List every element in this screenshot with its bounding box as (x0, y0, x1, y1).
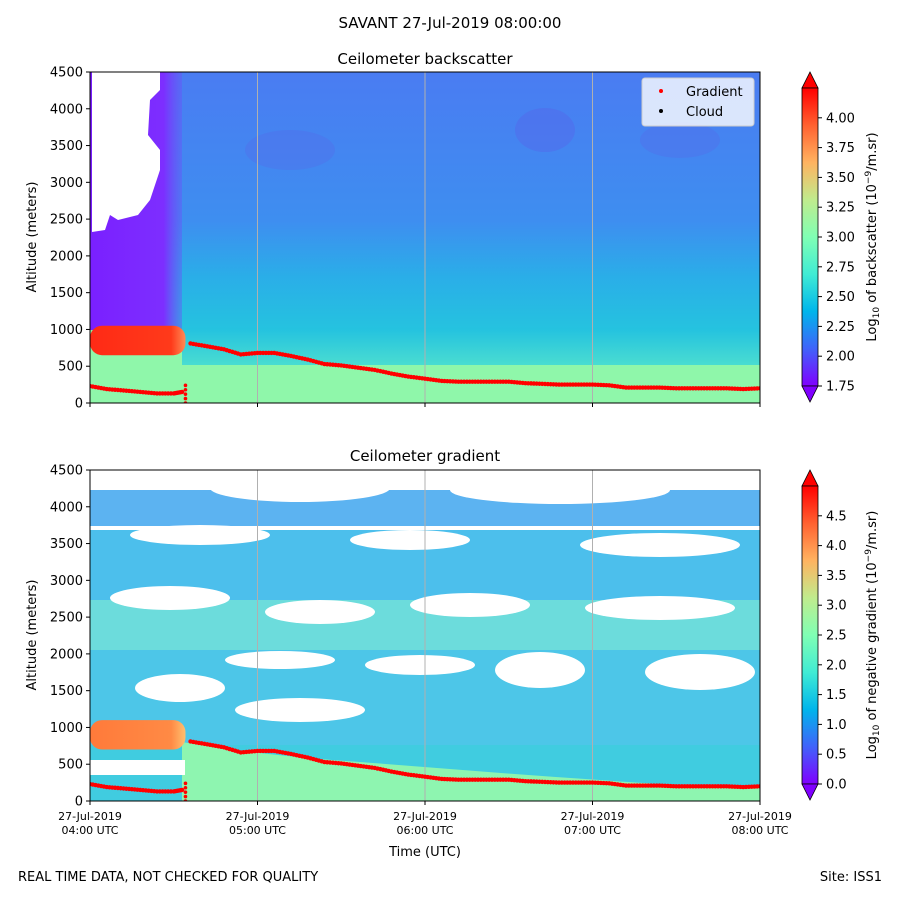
gradient-point (183, 396, 188, 401)
colorbar-tick-label: 2.50 (826, 290, 855, 305)
y-tick-label: 1000 (50, 323, 83, 338)
colorbar-tick-label: 2.5 (826, 629, 847, 644)
x-tick-label: 27-Jul-2019 (393, 810, 457, 823)
legend-gradient-marker (659, 89, 663, 93)
gradient-point (757, 386, 760, 391)
gradient-point (183, 781, 188, 786)
colorbar-tick-label: 3.0 (826, 599, 847, 614)
colorbar-tick-label: 1.75 (826, 380, 855, 395)
y-tick-label: 2000 (50, 249, 83, 264)
y-tick-label: 4500 (50, 66, 83, 81)
aerosol-layer-blob (90, 720, 186, 750)
backscatter-panel: Ceilometer backscatter 0 500 1000 1500 2000 2… (25, 50, 882, 412)
backscatter-colorbar-ticks: 1.75 2.00 2.25 2.50 2.75 3.00 3.25 3.50 3.75 4.00 (818, 111, 855, 395)
y-tick-label: 3500 (50, 537, 83, 552)
colorbar-tick-label: 2.0 (826, 658, 847, 673)
y-tick-label: 500 (58, 758, 83, 773)
y-tick-label: 500 (58, 360, 83, 375)
x-tick-label: 08:00 UTC (731, 824, 788, 837)
gradient-point (183, 794, 188, 799)
backscatter-legend: Gradient Cloud (641, 77, 755, 127)
site-label: Site: ISS1 (819, 870, 882, 885)
gradient-panel: Ceilometer gradient 0 500 1000 1500 2000 2500… (25, 447, 882, 860)
colorbar-tick-label: 2.75 (826, 260, 855, 275)
y-tick-label: 2500 (50, 611, 83, 626)
backscatter-ylabel: Altitude (meters) (25, 182, 40, 293)
colorbar-tick-label: 3.00 (826, 231, 855, 246)
colorbar-tick-label: 4.0 (826, 539, 847, 554)
y-tick-label: 4000 (50, 102, 83, 117)
y-tick-label: 1000 (50, 721, 83, 736)
backscatter-gradient-points (90, 341, 760, 403)
gradient-point (183, 392, 188, 396)
colorbar-tick-label: 4.00 (826, 111, 855, 126)
y-tick-label: 4500 (50, 464, 83, 479)
gradient-title: Ceilometer gradient (350, 447, 500, 465)
quality-disclaimer: REAL TIME DATA, NOT CHECKED FOR QUALITY (18, 870, 319, 885)
gradient-colorbar: 0.0 0.5 1.0 1.5 2.0 2.5 3.0 3.5 4.0 4.5 Log10 of … (801, 469, 882, 801)
colorbar-extend-min (801, 385, 819, 403)
legend-cloud-marker (659, 109, 663, 113)
figure-title: SAVANT 27-Jul-2019 08:00:00 (338, 14, 562, 32)
y-tick-label: 4000 (50, 500, 83, 515)
gradient-point (183, 387, 188, 392)
legend-gradient-label: Gradient (686, 85, 743, 100)
colorbar-tick-label: 2.00 (826, 350, 855, 365)
colorbar-tick-label: 4.5 (826, 509, 847, 524)
colorbar-tick-label: 3.75 (826, 141, 855, 156)
colorbar-tick-label: 0.0 (826, 778, 847, 793)
y-tick-label: 1500 (50, 684, 83, 699)
backscatter-x-ticks (89, 403, 761, 407)
y-tick-label: 3500 (50, 139, 83, 154)
gradient-point (179, 389, 185, 395)
x-tick-label: 05:00 UTC (229, 824, 286, 837)
gradient-colorbar-ticks: 0.0 0.5 1.0 1.5 2.0 2.5 3.0 3.5 4.0 4.5 (818, 509, 847, 793)
y-tick-label: 0 (75, 397, 83, 412)
gradient-gradient-points (90, 739, 760, 801)
x-tick-label: 27-Jul-2019 (561, 810, 625, 823)
colorbar-tick-label: 1.0 (826, 718, 847, 733)
colorbar-extend-min (801, 783, 819, 801)
colorbar-tick-label: 2.25 (826, 320, 855, 335)
y-tick-label: 0 (75, 795, 83, 810)
gradient-point (183, 785, 188, 790)
gradient-point (183, 383, 188, 388)
colorbar-tick-label: 3.5 (826, 569, 847, 584)
colorbar-tick-label: 1.5 (826, 688, 847, 703)
y-tick-label: 2500 (50, 213, 83, 228)
x-tick-label: 27-Jul-2019 (58, 810, 122, 823)
y-tick-label: 1500 (50, 286, 83, 301)
gradient-xlabel: Time (UTC) (388, 845, 461, 860)
x-tick-label: 27-Jul-2019 (728, 810, 792, 823)
gradient-aerosol-layer (90, 720, 186, 750)
aerosol-layer-blob (90, 325, 186, 356)
backscatter-y-ticks: 0 500 1000 1500 2000 2500 3000 3500 4000 4500 (50, 66, 90, 412)
legend-box (641, 77, 755, 127)
gradient-colorbar-label: Log10 of negative gradient (10−9/m.sr) (864, 511, 882, 760)
x-tick-label: 04:00 UTC (61, 824, 118, 837)
backscatter-aerosol-layer (90, 325, 186, 356)
colorbar-tick-label: 3.25 (826, 201, 855, 216)
y-tick-label: 3000 (50, 176, 83, 191)
gradient-point (179, 787, 185, 793)
y-tick-label: 2000 (50, 647, 83, 662)
x-tick-label: 07:00 UTC (564, 824, 621, 837)
y-tick-label: 3000 (50, 574, 83, 589)
colorbar-extend-max (801, 71, 819, 89)
colorbar-tick-label: 0.5 (826, 748, 847, 763)
legend-cloud-label: Cloud (686, 105, 723, 120)
colorbar-tick-label: 3.50 (826, 171, 855, 186)
gradient-ylabel: Altitude (meters) (25, 580, 40, 691)
backscatter-title: Ceilometer backscatter (337, 50, 513, 68)
gradient-point (183, 790, 188, 794)
x-tick-label: 27-Jul-2019 (226, 810, 290, 823)
colorbar-extend-max (801, 469, 819, 487)
backscatter-colorbar-label: Log10 of backscatter (10−9/m.sr) (864, 132, 882, 341)
x-tick-label: 06:00 UTC (396, 824, 453, 837)
gradient-point (757, 784, 760, 789)
backscatter-colorbar: 1.75 2.00 2.25 2.50 2.75 3.00 3.25 3.50 3.75 4.00… (801, 71, 882, 403)
gradient-y-ticks: 0 500 1000 1500 2000 2500 3000 3500 4000 4500 (50, 464, 90, 810)
